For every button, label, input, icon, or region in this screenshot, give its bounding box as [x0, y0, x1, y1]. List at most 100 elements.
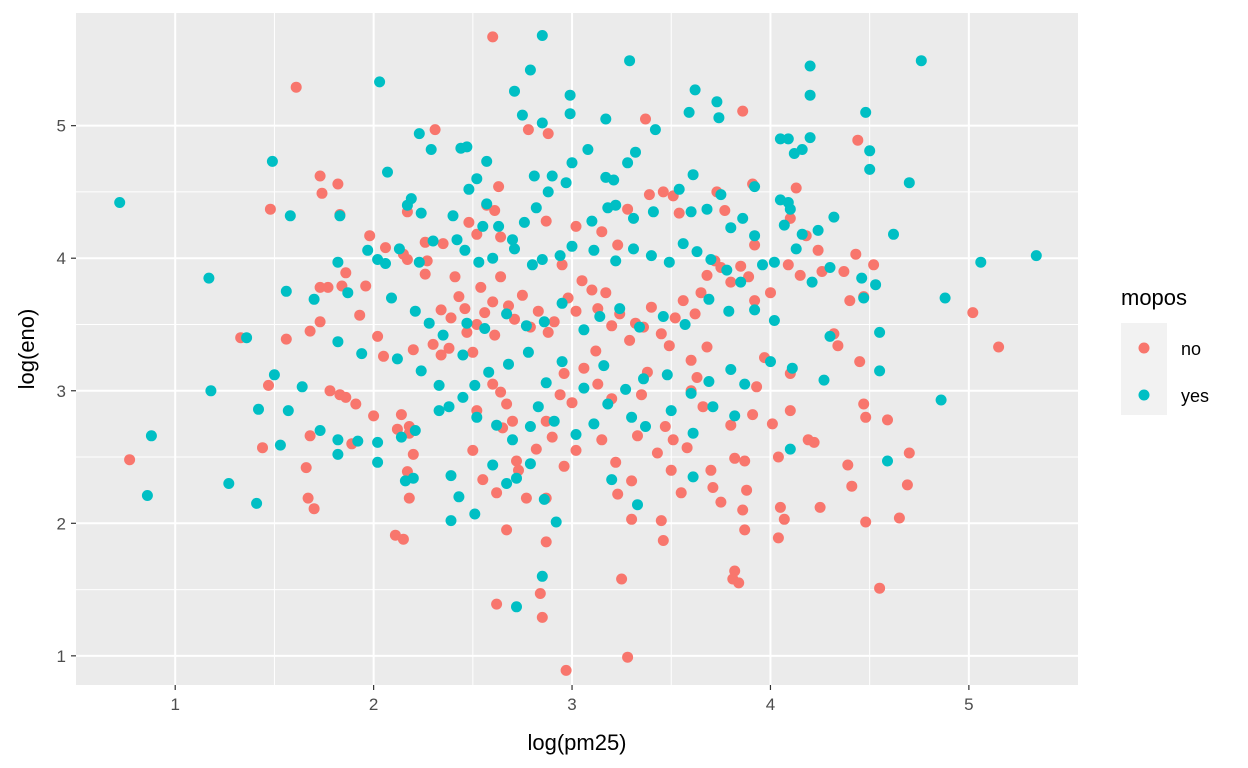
point-yes [536, 570, 548, 582]
point-yes [205, 385, 217, 397]
point-yes [457, 349, 469, 361]
point-yes [518, 216, 530, 228]
point-yes [457, 391, 469, 403]
point-no [784, 405, 796, 417]
point-yes [784, 443, 796, 455]
point-yes [479, 323, 491, 334]
point-no [657, 186, 669, 198]
point-no [475, 281, 487, 293]
point-yes [342, 287, 354, 299]
point-no [471, 228, 483, 240]
point-no [774, 501, 786, 513]
point-yes [705, 254, 717, 265]
point-yes [334, 210, 346, 222]
y-axis-title: log(eno) [14, 309, 39, 390]
point-yes [721, 264, 733, 276]
point-no [850, 248, 862, 260]
point-yes [550, 516, 562, 528]
point-no [812, 244, 824, 256]
point-yes [542, 186, 554, 198]
point-yes [409, 305, 421, 317]
point-no [691, 372, 703, 383]
point-no [558, 368, 570, 379]
point-no [596, 226, 608, 238]
point-yes [524, 421, 536, 432]
x-tick-label: 1 [170, 695, 179, 714]
point-no [729, 565, 741, 577]
point-yes [628, 212, 639, 224]
point-no [314, 170, 326, 182]
point-no [697, 401, 709, 413]
point-yes [640, 421, 651, 432]
point-yes [386, 292, 397, 304]
point-no [477, 474, 489, 486]
point-yes [608, 174, 620, 186]
point-no [507, 415, 518, 427]
point-no [570, 305, 582, 317]
point-yes [526, 259, 538, 271]
point-yes [665, 405, 677, 417]
point-yes [828, 211, 840, 223]
point-no [495, 386, 507, 398]
point-yes [757, 259, 768, 271]
point-no [903, 447, 915, 459]
point-yes [713, 112, 725, 124]
point-yes [532, 401, 544, 413]
point-no [657, 535, 669, 546]
point-no [453, 291, 465, 303]
point-no [636, 389, 647, 401]
point-no [733, 577, 745, 589]
point-yes [296, 381, 308, 393]
point-yes [673, 183, 685, 195]
point-yes [511, 601, 522, 613]
point-no [766, 418, 778, 430]
point-no [350, 398, 362, 410]
point-yes [524, 64, 536, 76]
point-no [993, 341, 1005, 353]
point-yes [538, 316, 550, 328]
point-no [606, 320, 618, 332]
point-no [846, 480, 858, 492]
point-no [489, 329, 501, 341]
point-yes [578, 324, 590, 336]
point-no [765, 287, 776, 299]
point-yes [626, 411, 638, 423]
point-yes [679, 319, 691, 330]
point-no [495, 231, 507, 243]
point-yes [391, 353, 403, 365]
point-no [435, 304, 447, 316]
point-yes [382, 166, 393, 178]
point-no [739, 524, 751, 536]
point-no [741, 484, 753, 496]
point-yes [725, 222, 737, 234]
point-no [304, 325, 316, 337]
point-yes [524, 458, 536, 470]
point-yes [415, 207, 427, 219]
point-yes [804, 60, 816, 72]
point-yes [433, 379, 445, 391]
point-no [719, 205, 731, 216]
point-no [667, 434, 679, 446]
point-yes [463, 183, 475, 195]
point-yes [501, 308, 513, 320]
point-no [340, 391, 352, 403]
point-no [479, 307, 491, 319]
point-yes [481, 155, 493, 167]
point-yes [332, 448, 344, 460]
point-no [612, 488, 624, 500]
point-no [592, 378, 604, 390]
point-yes [588, 244, 600, 256]
point-no [459, 303, 471, 315]
point-no [844, 295, 856, 307]
point-yes [570, 429, 582, 440]
point-yes [864, 163, 876, 175]
point-yes [874, 365, 886, 377]
point-no [467, 346, 479, 358]
point-no [530, 443, 542, 455]
point-yes [586, 215, 598, 227]
point-yes [739, 378, 751, 390]
point-no [663, 340, 675, 352]
point-no [645, 301, 657, 313]
point-yes [266, 155, 278, 167]
point-no [554, 389, 566, 401]
